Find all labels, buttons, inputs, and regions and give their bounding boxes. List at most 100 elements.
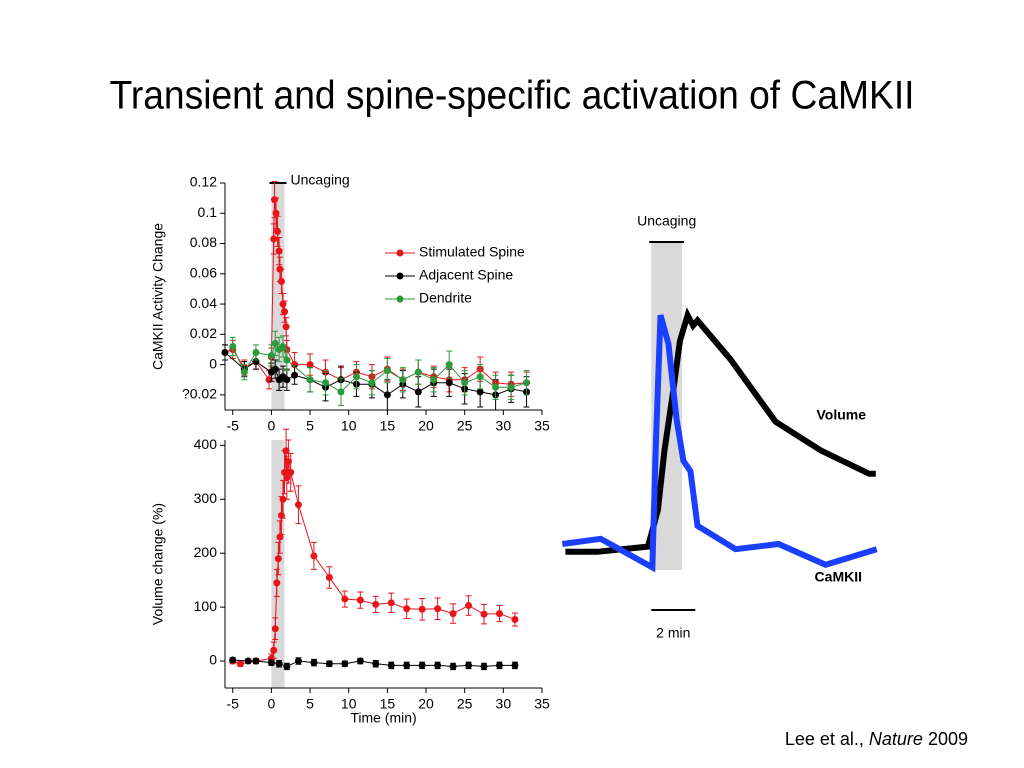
y-tick-label: 0.08: [190, 234, 217, 250]
data-point: [511, 616, 519, 624]
data-point: [275, 660, 283, 668]
data-point: [273, 579, 281, 587]
x-tick-label: 20: [418, 696, 434, 712]
y-tick-label: 400: [194, 436, 218, 452]
y-axis-label: CaMKII Activity Change: [150, 223, 166, 370]
data-point: [414, 388, 422, 396]
citation-journal: Nature: [869, 729, 923, 749]
trace: [565, 307, 876, 555]
y-tick-label: ?0.02: [182, 386, 217, 402]
data-point: [465, 602, 473, 610]
data-point: [291, 371, 299, 379]
data-point: [274, 227, 282, 235]
data-point: [465, 661, 473, 669]
x-axis-label: Time (min): [350, 710, 416, 726]
x-tick-label: 5: [306, 696, 314, 712]
data-point: [325, 660, 333, 668]
scale-bar-label: 2 min: [656, 625, 690, 641]
x-tick-label: 10: [341, 696, 357, 712]
data-point: [372, 600, 380, 608]
x-tick-label: 15: [380, 418, 396, 434]
uncaging-label: Uncaging: [291, 172, 350, 188]
data-point: [221, 348, 229, 356]
data-point: [356, 657, 364, 665]
data-point: [294, 501, 302, 509]
y-tick-label: 0.02: [190, 325, 217, 341]
legend-marker: [396, 295, 404, 303]
legend-marker: [396, 272, 404, 280]
data-point: [325, 573, 333, 581]
data-point: [461, 379, 469, 387]
y-tick-label: 0.06: [190, 265, 217, 281]
legend-marker: [396, 249, 404, 257]
y-tick-label: 0: [209, 652, 217, 668]
data-point: [387, 661, 395, 669]
data-point: [275, 247, 283, 255]
y-tick-label: 300: [194, 490, 218, 506]
trace: [561, 314, 878, 573]
data-point: [403, 605, 411, 613]
data-point: [495, 610, 503, 618]
legend-label: Stimulated Spine: [419, 244, 525, 260]
data-point: [352, 373, 360, 381]
data-point: [399, 376, 407, 384]
data-point: [383, 391, 391, 399]
data-point: [270, 235, 278, 243]
data-point: [281, 308, 289, 316]
data-point: [306, 376, 314, 384]
data-point: [283, 376, 291, 384]
data-point: [476, 388, 484, 396]
data-point: [418, 605, 426, 613]
data-point: [270, 196, 278, 204]
data-point: [476, 373, 484, 381]
trace-label: CaMKII: [815, 569, 862, 585]
x-tick-label: 0: [267, 418, 275, 434]
data-point: [274, 555, 282, 563]
y-tick-label: 0: [209, 355, 217, 371]
data-point: [306, 361, 314, 369]
x-tick-label: 5: [306, 418, 314, 434]
data-point: [279, 495, 287, 503]
citation: Lee et al., Nature 2009: [785, 729, 968, 749]
data-point: [434, 661, 442, 669]
y-tick-label: 0.04: [190, 295, 217, 311]
data-point: [341, 595, 349, 603]
data-point: [445, 361, 453, 369]
uncaging-label: Uncaging: [637, 213, 696, 229]
data-point: [276, 533, 284, 541]
y-tick-label: 0.12: [190, 174, 217, 190]
data-point: [270, 646, 278, 654]
data-point: [507, 383, 515, 391]
data-point: [310, 552, 318, 560]
data-point: [372, 660, 380, 668]
x-tick-label: 35: [534, 696, 550, 712]
x-tick-label: 30: [496, 696, 512, 712]
data-point: [449, 610, 457, 618]
data-point: [495, 661, 503, 669]
data-point: [294, 657, 302, 665]
data-point: [229, 656, 237, 664]
x-tick-label: 35: [534, 418, 550, 434]
x-tick-label: 20: [418, 418, 434, 434]
data-point: [244, 657, 252, 665]
data-point: [283, 662, 291, 670]
data-point: [252, 657, 260, 665]
data-point: [277, 277, 285, 285]
data-point: [449, 662, 457, 670]
data-point: [523, 379, 531, 387]
data-point: [271, 365, 279, 373]
data-point: [240, 368, 248, 376]
data-point: [287, 468, 295, 476]
data-point: [434, 605, 442, 613]
data-point: [279, 300, 287, 308]
data-point: [252, 348, 260, 356]
slide-title: Transient and spine-specific activation …: [110, 74, 915, 118]
data-point: [279, 342, 287, 350]
data-point: [480, 662, 488, 670]
x-tick-label: 15: [380, 696, 396, 712]
data-point: [414, 368, 422, 376]
data-point: [418, 661, 426, 669]
x-tick-label: -5: [227, 418, 240, 434]
data-point: [480, 610, 488, 618]
x-tick-label: 10: [341, 418, 357, 434]
